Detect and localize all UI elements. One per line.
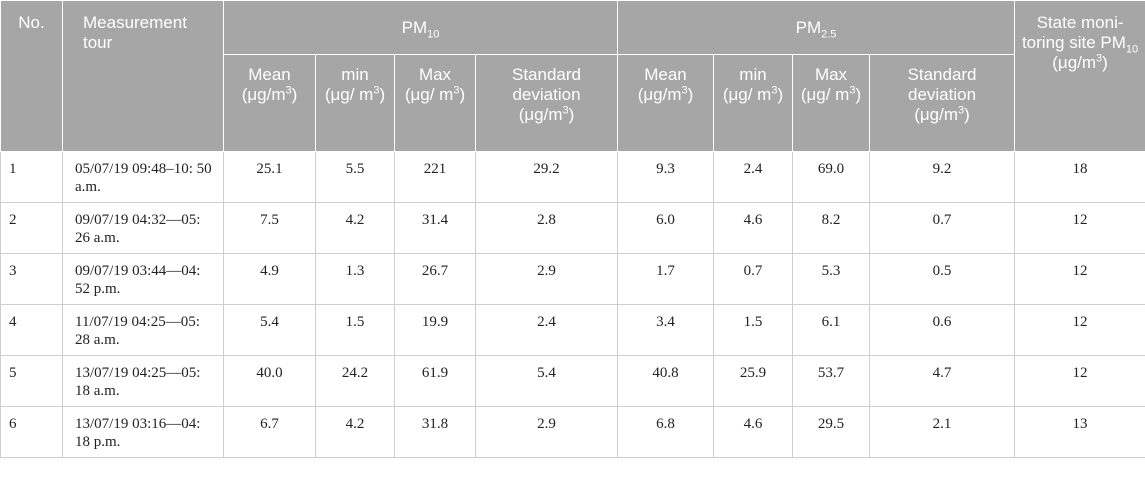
cell-pm25-min: 2.4 <box>713 151 793 203</box>
cell-no: 6 <box>0 406 63 458</box>
cell-pm10-max: 221 <box>394 151 476 203</box>
cell-state: 12 <box>1014 304 1145 356</box>
header-pm10: PM10 <box>223 0 618 55</box>
cell-no: 5 <box>0 355 63 407</box>
cell-tour: 13/07/19 04:25—05: 18 a.m. <box>62 355 224 407</box>
cell-pm25-sd: 4.7 <box>868 355 1016 407</box>
cell-pm10-max: 61.9 <box>394 355 476 407</box>
header-measurement-tour: Measurement tour <box>62 0 224 152</box>
cell-pm25-sd: 0.6 <box>868 304 1016 356</box>
cell-no: 4 <box>0 304 63 356</box>
cell-tour: 13/07/19 03:16—04: 18 p.m. <box>62 406 224 458</box>
cell-state: 13 <box>1014 406 1145 458</box>
header-pm10-max: Max (μg/ m3) <box>394 54 476 152</box>
cell-pm10-sd: 29.2 <box>475 151 618 203</box>
cell-pm10-max: 31.8 <box>394 406 476 458</box>
cell-pm25-sd: 0.5 <box>868 253 1016 305</box>
header-row-top: No. Measurement tour PM10 PM2.5 State mo… <box>0 0 1145 152</box>
cell-pm10-sd: 2.9 <box>475 253 618 305</box>
cell-pm25-sd: 0.7 <box>868 202 1016 254</box>
cell-pm10-min: 4.2 <box>315 406 395 458</box>
cell-pm25-max: 6.1 <box>792 304 870 356</box>
cell-pm10-sd: 2.8 <box>475 202 618 254</box>
cell-pm10-mean: 6.7 <box>223 406 316 458</box>
cell-no: 3 <box>0 253 63 305</box>
cell-no: 1 <box>0 151 63 203</box>
pm-measurement-table: No. Measurement tour PM10 PM2.5 State mo… <box>0 0 1145 458</box>
cell-pm25-mean: 6.8 <box>617 406 714 458</box>
header-pm25-sd: Standard deviation (μg/m3) <box>868 54 1016 152</box>
cell-pm10-min: 5.5 <box>315 151 395 203</box>
table-row: 5 13/07/19 04:25—05: 18 a.m. 40.0 24.2 6… <box>0 355 1145 407</box>
cell-pm10-min: 24.2 <box>315 355 395 407</box>
header-pm10-sd: Standard deviation (μg/m3) <box>475 54 618 152</box>
cell-pm25-min: 4.6 <box>713 202 793 254</box>
table-row: 2 09/07/19 04:32—05: 26 a.m. 7.5 4.2 31.… <box>0 202 1145 254</box>
cell-pm10-mean: 5.4 <box>223 304 316 356</box>
header-pm25-mean: Mean (μg/m3) <box>617 54 714 152</box>
cell-pm10-sd: 2.4 <box>475 304 618 356</box>
header-state-monitoring-site: State moni-toring site PM10 (μg/m3) <box>1014 0 1145 152</box>
cell-pm10-mean: 25.1 <box>223 151 316 203</box>
cell-pm25-min: 1.5 <box>713 304 793 356</box>
cell-tour: 11/07/19 04:25—05: 28 a.m. <box>62 304 224 356</box>
cell-pm25-max: 69.0 <box>792 151 870 203</box>
header-row-sub: Mean (μg/m3) min (μg/ m3) Max (μg/ m3) Stan… <box>1 54 1145 152</box>
header-pm10-min: min (μg/ m3) <box>315 54 395 152</box>
cell-pm25-mean: 6.0 <box>617 202 714 254</box>
cell-pm10-sd: 5.4 <box>475 355 618 407</box>
cell-pm25-max: 29.5 <box>792 406 870 458</box>
cell-tour: 09/07/19 04:32—05: 26 a.m. <box>62 202 224 254</box>
cell-pm10-mean: 40.0 <box>223 355 316 407</box>
header-pm10-mean: Mean (μg/m3) <box>223 54 316 152</box>
cell-pm10-mean: 7.5 <box>223 202 316 254</box>
cell-pm10-max: 19.9 <box>394 304 476 356</box>
cell-pm25-mean: 1.7 <box>617 253 714 305</box>
header-no: No. <box>0 0 63 152</box>
cell-pm10-min: 1.3 <box>315 253 395 305</box>
cell-state: 18 <box>1014 151 1145 203</box>
cell-pm25-sd: 9.2 <box>868 151 1016 203</box>
cell-tour: 05/07/19 09:48–10: 50 a.m. <box>62 151 224 203</box>
cell-state: 12 <box>1014 202 1145 254</box>
table-row: 6 13/07/19 03:16—04: 18 p.m. 6.7 4.2 31.… <box>0 406 1145 458</box>
table-body: 1 05/07/19 09:48–10: 50 a.m. 25.1 5.5 22… <box>0 151 1145 458</box>
cell-tour: 09/07/19 03:44—04: 52 p.m. <box>62 253 224 305</box>
cell-pm25-max: 53.7 <box>792 355 870 407</box>
cell-pm10-max: 26.7 <box>394 253 476 305</box>
cell-pm10-sd: 2.9 <box>475 406 618 458</box>
header-pm25: PM2.5 <box>616 0 1016 55</box>
cell-pm25-max: 5.3 <box>792 253 870 305</box>
cell-state: 12 <box>1014 253 1145 305</box>
cell-state: 12 <box>1014 355 1145 407</box>
table-row: 4 11/07/19 04:25—05: 28 a.m. 5.4 1.5 19.… <box>0 304 1145 356</box>
cell-pm25-mean: 9.3 <box>617 151 714 203</box>
cell-pm25-min: 25.9 <box>713 355 793 407</box>
table-header: No. Measurement tour PM10 PM2.5 State mo… <box>0 0 1145 152</box>
table-row: 3 09/07/19 03:44—04: 52 p.m. 4.9 1.3 26.… <box>0 253 1145 305</box>
cell-pm10-mean: 4.9 <box>223 253 316 305</box>
cell-pm25-max: 8.2 <box>792 202 870 254</box>
cell-pm25-min: 4.6 <box>713 406 793 458</box>
cell-pm25-mean: 3.4 <box>617 304 714 356</box>
cell-pm10-min: 1.5 <box>315 304 395 356</box>
cell-pm25-mean: 40.8 <box>617 355 714 407</box>
cell-pm25-min: 0.7 <box>713 253 793 305</box>
cell-pm10-max: 31.4 <box>394 202 476 254</box>
cell-pm10-min: 4.2 <box>315 202 395 254</box>
cell-pm25-sd: 2.1 <box>868 406 1016 458</box>
header-pm25-min: min (μg/ m3) <box>713 54 793 152</box>
header-pm25-max: Max (μg/ m3) <box>792 54 870 152</box>
cell-no: 2 <box>0 202 63 254</box>
table-row: 1 05/07/19 09:48–10: 50 a.m. 25.1 5.5 22… <box>0 151 1145 203</box>
